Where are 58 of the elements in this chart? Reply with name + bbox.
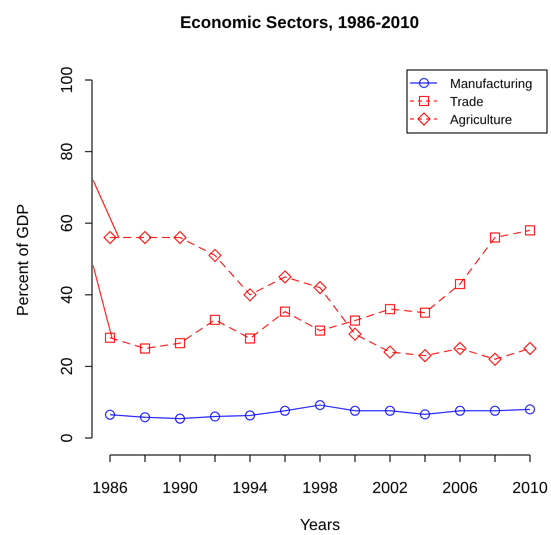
point [138,231,152,244]
x-tick-label: 1990 [162,480,198,497]
point [105,332,115,343]
x-tick-label: 1994 [232,480,268,497]
point [280,306,290,317]
point [488,352,502,366]
point [420,308,430,318]
point [490,406,500,416]
point [104,231,116,244]
point [105,410,115,420]
point [278,270,292,284]
legend-label: Agriculture [450,112,512,127]
point [490,232,500,243]
point [245,410,255,420]
point [420,409,430,420]
point [314,281,326,294]
point [348,328,362,341]
y-tick-label: 0 [59,433,76,442]
point [140,412,150,422]
point [245,333,255,344]
point [525,225,535,236]
y-axis-title: Percent of GDP [15,204,32,316]
x-tick-label: 2002 [372,480,408,497]
point [418,349,432,362]
point [384,346,396,359]
point [350,406,360,416]
point [210,412,220,422]
point [280,406,290,416]
point [174,231,186,244]
point [385,304,395,314]
y-tick-label: 80 [59,142,76,160]
x-tick-label: 1998 [302,480,338,497]
x-tick-label: 1986 [92,480,128,497]
x-tick-label: 2010 [512,480,548,497]
legend-label: Manufacturing [450,76,532,91]
point [385,406,395,416]
x-axis-title: Years [300,517,340,534]
point [210,314,220,325]
point [350,316,360,326]
y-tick-label: 40 [59,286,76,304]
point [140,344,150,354]
point [244,288,256,302]
point [454,342,466,355]
legend-label: Trade [450,94,484,109]
y-tick-label: 20 [59,357,76,376]
chart-title: Economic Sectors, 1986-2010 [180,13,420,32]
x-tick-label: 2006 [442,480,478,497]
point [524,342,536,355]
point [455,279,465,290]
point [315,400,325,410]
point [315,326,325,336]
y-tick-label: 100 [59,66,76,94]
point [175,414,185,424]
point [208,248,222,262]
point [455,406,465,416]
point [525,404,535,414]
point [175,338,185,348]
y-tick-label: 60 [59,214,76,232]
